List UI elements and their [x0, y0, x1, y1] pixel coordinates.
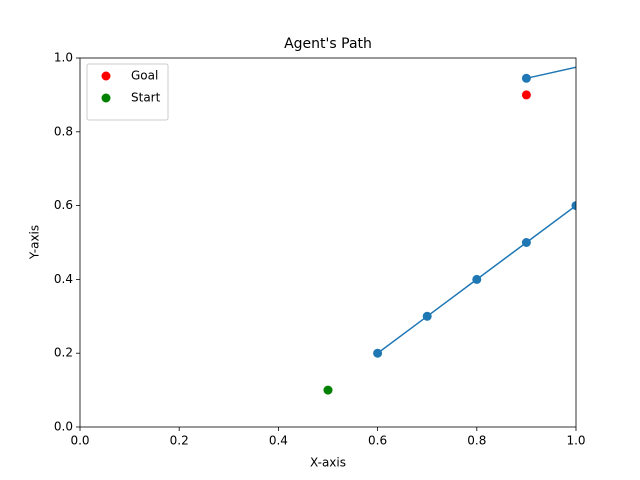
legend-label: Start — [131, 91, 161, 105]
path-point — [571, 201, 576, 211]
x-tick-label: 0.0 — [70, 434, 89, 448]
legend-label: Goal — [131, 69, 158, 83]
y-axis-label: Y-axis — [28, 225, 42, 260]
scatter-point — [521, 90, 531, 100]
y-tick-label: 0.2 — [54, 346, 73, 360]
path-point — [422, 311, 432, 321]
axes-frame — [79, 57, 577, 428]
path-point — [373, 348, 383, 358]
path-line — [377, 66, 576, 354]
path-point — [521, 73, 531, 83]
y-tick-label: 0.4 — [54, 272, 73, 286]
y-tick-label: 0.0 — [54, 420, 73, 434]
x-tick-label: 1.0 — [566, 434, 585, 448]
path-point — [472, 274, 482, 284]
y-tick-label: 0.8 — [54, 124, 73, 138]
y-tick-label: 1.0 — [54, 51, 73, 65]
x-tick-label: 0.2 — [170, 434, 189, 448]
plot-area — [323, 52, 630, 395]
legend-marker — [101, 93, 111, 103]
x-axis-label: X-axis — [310, 456, 346, 470]
x-tick-label: 0.6 — [368, 434, 387, 448]
scatter-point — [323, 385, 333, 395]
path-point — [521, 238, 531, 247]
path-point — [621, 52, 630, 61]
chart-title: Agent's Path — [284, 36, 372, 52]
x-tick-label: 0.4 — [269, 434, 288, 448]
x-tick-label: 0.8 — [467, 434, 486, 448]
y-tick-label: 0.6 — [54, 198, 73, 212]
legend-marker — [101, 71, 111, 81]
